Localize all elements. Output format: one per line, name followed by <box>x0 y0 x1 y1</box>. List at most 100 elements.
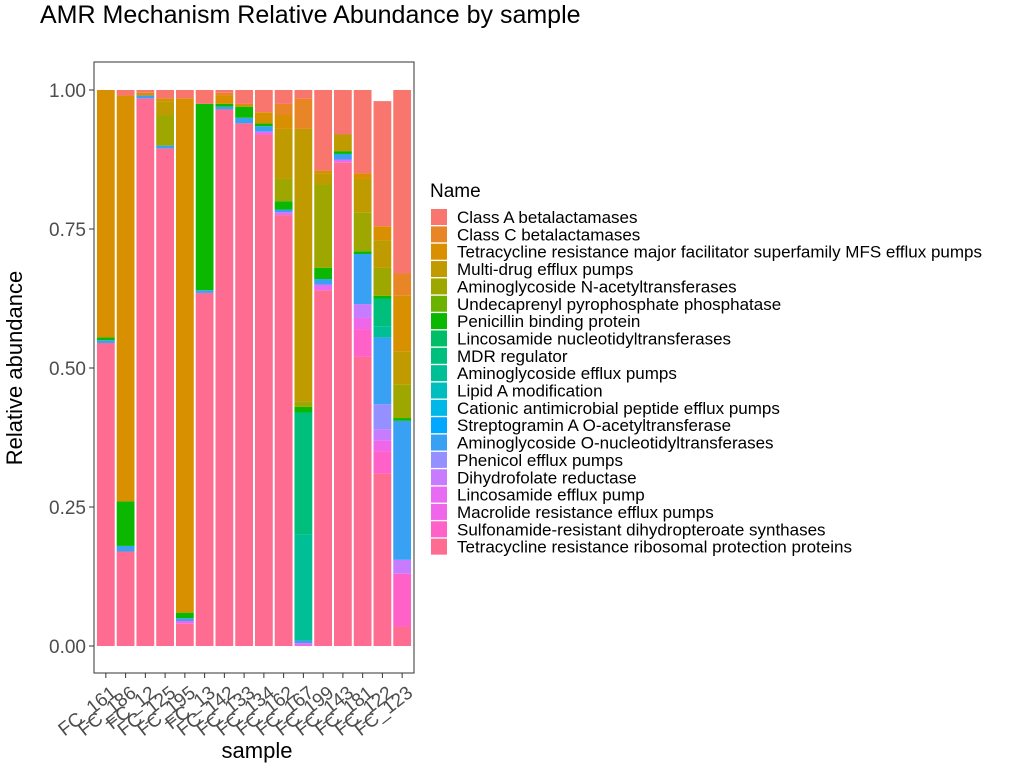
bar-segment <box>373 226 392 241</box>
legend-label: Class C betalactamases <box>457 225 640 244</box>
bar-segment <box>195 290 214 293</box>
bar-segment <box>274 90 293 104</box>
legend-label: Tetracycline resistance major facilitato… <box>457 243 982 262</box>
bar-segment <box>353 212 372 252</box>
bar-segment <box>215 95 234 104</box>
legend-swatch <box>431 538 447 555</box>
y-tick-label: 0.75 <box>49 220 86 241</box>
legend-label: Lipid A modification <box>457 382 603 401</box>
bar-segment <box>254 134 273 647</box>
legend-label: Dihydrofolate reductase <box>457 468 637 487</box>
bar-segment <box>334 162 352 646</box>
bars-layer <box>96 90 412 647</box>
bar-segment <box>353 90 372 174</box>
legend-swatch <box>431 503 447 520</box>
bar-segment <box>393 573 412 627</box>
legend-swatch <box>431 417 447 434</box>
bar-segment <box>334 90 352 135</box>
legend-swatch <box>431 347 447 364</box>
bar-segment <box>116 545 135 552</box>
bar-segment <box>393 420 412 560</box>
legend-swatch <box>431 521 447 538</box>
bar-segment <box>314 90 333 171</box>
legend-label: Macrolide resistance efflux pumps <box>457 503 714 522</box>
bar-segment <box>175 90 194 99</box>
legend-label: Penicillin binding protein <box>457 312 640 331</box>
bar-segment <box>373 298 392 327</box>
bar-segment <box>136 95 155 99</box>
legend-swatch <box>431 486 447 503</box>
bar-segment <box>136 90 155 93</box>
bar-segment <box>96 90 115 338</box>
bar-segment <box>294 90 313 99</box>
bar-segment <box>215 103 234 107</box>
bar-segment <box>334 159 352 163</box>
legend-swatch <box>431 451 447 468</box>
bar-segment <box>373 429 392 441</box>
bar-segment <box>393 273 412 296</box>
legend-label: Lincosamide efflux pump <box>457 486 645 505</box>
bar-segment <box>235 103 254 107</box>
bar-segment <box>156 148 174 646</box>
bar-segment <box>294 643 313 646</box>
x-axis: FC_161FC_186FC_12FC_125FC_195FC_13FC_142… <box>55 673 417 741</box>
bar-segment <box>393 351 412 385</box>
bar-segment <box>373 473 392 646</box>
bar-segment <box>254 126 273 132</box>
bar-segment <box>314 184 333 268</box>
bar-segment <box>235 123 254 647</box>
legend-swatch <box>431 365 447 382</box>
bar-segment <box>373 101 392 227</box>
bar-segment <box>393 559 412 574</box>
y-axis: 0.00 0.25 0.50 0.75 1.00 <box>49 81 94 658</box>
bar-segment <box>373 440 392 452</box>
bar-segment <box>116 551 135 646</box>
bar-segment <box>294 412 313 535</box>
legend-swatch <box>431 295 447 312</box>
bar-segment <box>393 90 412 274</box>
legend-swatch <box>431 313 447 330</box>
bar-segment <box>353 329 372 357</box>
bar-segment <box>393 418 412 421</box>
bar-segment <box>156 90 174 99</box>
bar-segment <box>235 90 254 104</box>
bar-segment <box>353 251 372 255</box>
legend-swatch <box>431 382 447 399</box>
bar-segment <box>294 406 313 413</box>
bar-segment <box>274 103 293 116</box>
bar-segment <box>215 109 234 646</box>
bar-segment <box>156 115 174 146</box>
bar-segment <box>96 340 115 343</box>
bar-segment <box>393 384 412 419</box>
legend-swatch <box>431 261 447 278</box>
bar-segment <box>334 134 352 152</box>
legend-swatch <box>431 226 447 243</box>
legend-label: Cationic antimicrobial peptide efflux pu… <box>457 399 780 418</box>
bar-segment <box>373 337 392 405</box>
bar-segment <box>334 153 352 160</box>
legend-swatch <box>431 469 447 486</box>
bar-segment <box>334 151 352 154</box>
bar-segment <box>314 284 333 291</box>
bar-segment <box>175 612 194 619</box>
bar-segment <box>314 173 333 185</box>
legend-title: Name <box>430 181 481 202</box>
bar-segment <box>294 401 313 407</box>
legend-swatch <box>431 399 447 416</box>
bar-segment <box>116 95 135 502</box>
bar-segment <box>294 534 313 641</box>
legend-label: Tetracycline resistance ribosomal protec… <box>457 538 852 557</box>
bar-segment <box>175 98 194 613</box>
y-tick-label: 0.25 <box>49 498 86 519</box>
legend-swatch <box>431 243 447 260</box>
bar-segment <box>96 337 115 341</box>
bar-segment <box>294 128 313 402</box>
bar-segment <box>136 98 155 647</box>
bar-segment <box>175 623 194 646</box>
bar-segment <box>274 209 293 213</box>
bar-segment <box>235 106 254 118</box>
bar-segment <box>373 451 392 474</box>
bar-segment <box>393 295 412 352</box>
